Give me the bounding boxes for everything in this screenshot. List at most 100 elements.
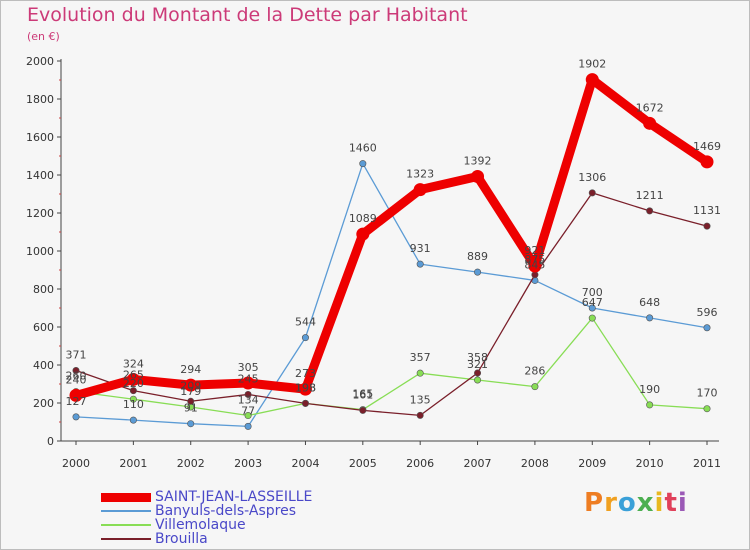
data-label: 77 — [241, 404, 255, 417]
data-label: 889 — [467, 250, 488, 263]
data-point — [244, 422, 252, 430]
legend-label: SAINT-JEAN-LASSEILLE — [155, 489, 313, 505]
data-label: 198 — [295, 381, 316, 394]
data-label: 135 — [410, 393, 431, 406]
logo-letter: i — [654, 488, 665, 518]
data-point — [129, 395, 137, 403]
data-point — [72, 413, 80, 421]
data-label: 931 — [410, 242, 431, 255]
data-point — [474, 376, 482, 384]
x-tick-label: 2004 — [291, 457, 319, 470]
data-point — [301, 399, 309, 407]
legend-item-saint-jean-lasseille: SAINT-JEAN-LASSEILLE — [101, 489, 313, 505]
data-point — [588, 314, 596, 322]
data-label: 305 — [238, 361, 259, 374]
data-point — [69, 388, 83, 402]
logo-letter: o — [617, 488, 637, 518]
legend-item-brouilla: Brouilla — [101, 531, 208, 547]
y-tick-label: 400 — [33, 359, 54, 372]
series-line-0 — [74, 75, 710, 400]
data-label: 700 — [582, 286, 603, 299]
data-label: 165 — [352, 388, 373, 401]
data-label: 190 — [639, 383, 660, 396]
x-tick-label: 2011 — [693, 457, 721, 470]
legend-swatch — [101, 524, 151, 526]
legend-swatch — [101, 492, 151, 502]
data-label: 265 — [123, 369, 144, 382]
data-point — [703, 222, 711, 230]
data-label: 209 — [180, 379, 201, 392]
data-label: 324 — [123, 357, 144, 370]
y-tick-label: 1000 — [26, 245, 54, 258]
data-label: 134 — [238, 394, 259, 407]
data-point — [528, 259, 542, 273]
legend-item-banyuls-dels-aspres: Banyuls-dels-Aspres — [101, 503, 296, 519]
x-tick-label: 2005 — [349, 457, 377, 470]
data-point — [413, 183, 427, 197]
x-tick-label: 2010 — [636, 457, 664, 470]
data-label: 198 — [295, 381, 316, 394]
data-point — [129, 387, 137, 395]
data-point — [471, 170, 485, 184]
data-label: 321 — [467, 358, 488, 371]
data-point — [356, 227, 370, 241]
data-point — [244, 390, 252, 398]
data-label: 220 — [123, 377, 144, 390]
y-tick-label: 2000 — [26, 55, 54, 68]
data-label: 357 — [410, 351, 431, 364]
x-tick-label: 2008 — [521, 457, 549, 470]
logo-letter: x — [636, 488, 655, 518]
data-label: 371 — [66, 349, 87, 362]
data-point — [646, 207, 654, 215]
series-line-2 — [75, 317, 708, 417]
legend-label: Banyuls-dels-Aspres — [155, 503, 296, 519]
series-line-3 — [75, 192, 708, 417]
data-point — [359, 406, 367, 414]
data-point — [703, 324, 711, 332]
chart-title: Evolution du Montant de la Dette par Hab… — [27, 4, 468, 26]
y-tick-label: 1800 — [26, 93, 54, 106]
x-tick-label: 2003 — [234, 457, 262, 470]
logo-letter: i — [677, 488, 688, 518]
data-label: 921 — [524, 244, 545, 257]
data-label: 294 — [180, 363, 201, 376]
data-point — [72, 367, 80, 375]
legend-label: Villemolaque — [155, 517, 246, 533]
data-point — [126, 372, 140, 386]
data-label: 596 — [697, 306, 718, 319]
data-point — [301, 334, 309, 342]
data-point — [588, 304, 596, 312]
y-tick-label: 1600 — [26, 131, 54, 144]
y-tick-label: 0 — [47, 435, 54, 448]
data-point — [531, 383, 539, 391]
x-tick-label: 2007 — [464, 457, 492, 470]
y-tick-label: 200 — [33, 397, 54, 410]
data-label: 1902 — [578, 58, 606, 71]
chart-unit: (en €) — [27, 30, 60, 43]
data-label: 1672 — [636, 101, 664, 114]
data-label: 110 — [123, 398, 144, 411]
data-label: 179 — [180, 385, 201, 398]
data-point — [643, 116, 657, 130]
legend-swatch — [101, 538, 151, 540]
proxiti-logo: Proxiti — [584, 488, 688, 518]
data-label: 358 — [467, 351, 488, 364]
data-label: 845 — [524, 258, 545, 271]
data-label: 286 — [524, 365, 545, 378]
data-label: 170 — [697, 387, 718, 400]
data-label: 161 — [352, 388, 373, 401]
data-label: 127 — [66, 395, 87, 408]
data-label: 875 — [524, 253, 545, 266]
data-point — [416, 411, 424, 419]
data-point — [298, 382, 312, 396]
data-label: 1392 — [464, 155, 492, 168]
data-label: 240 — [66, 373, 87, 386]
data-point — [646, 401, 654, 409]
data-label: 1469 — [693, 140, 721, 153]
data-label: 648 — [639, 296, 660, 309]
data-point — [700, 155, 714, 169]
data-point — [646, 314, 654, 322]
data-point — [241, 376, 255, 390]
x-tick-label: 2009 — [578, 457, 606, 470]
